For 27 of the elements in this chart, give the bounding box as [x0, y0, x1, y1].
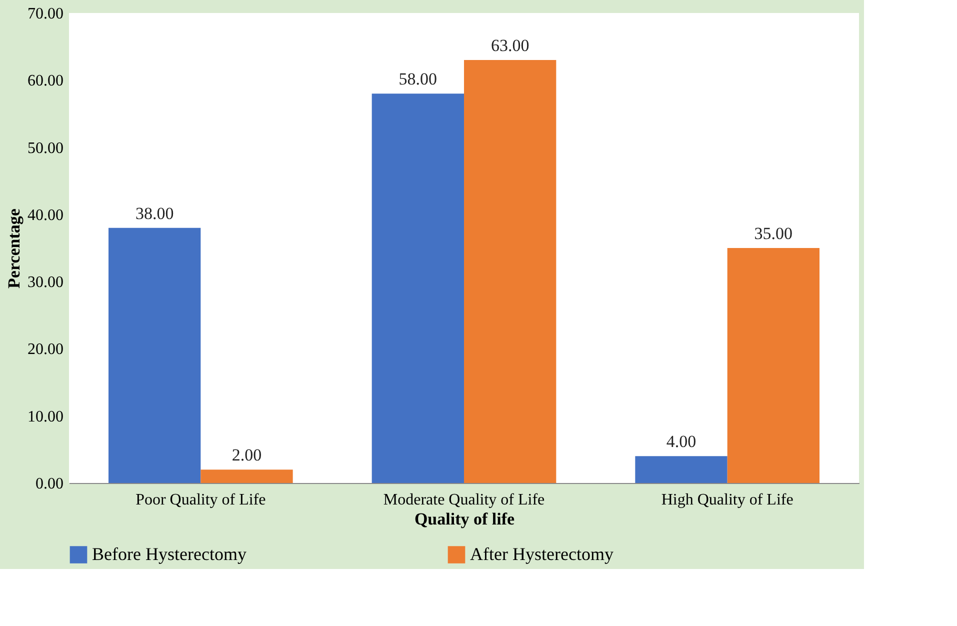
x-tick-label: Moderate Quality of Life — [383, 492, 545, 508]
bar — [464, 60, 556, 483]
y-tick-label: 30.00 — [28, 274, 64, 292]
legend-label: Before Hysterectomy — [92, 544, 246, 564]
y-tick-label: 70.00 — [28, 6, 64, 22]
y-tick-label: 60.00 — [28, 72, 64, 90]
x-tick-label: Poor Quality of Life — [136, 492, 266, 508]
data-label: 58.00 — [398, 70, 438, 89]
y-tick-label: 40.00 — [28, 206, 64, 224]
y-axis-title: Percentage — [4, 208, 24, 288]
data-label: 2.00 — [232, 446, 262, 465]
data-label: 35.00 — [754, 224, 793, 243]
bar — [108, 228, 201, 483]
y-tick-label: 10.00 — [28, 408, 64, 426]
y-tick-label: 50.00 — [28, 140, 64, 157]
x-tick-label: High Quality of Life — [661, 492, 794, 508]
bar — [635, 456, 728, 483]
x-axis-title: Quality of life — [414, 510, 515, 528]
data-label: 63.00 — [490, 36, 530, 55]
y-tick-label: 0.00 — [36, 476, 64, 492]
legend-label: After Hysterectomy — [470, 544, 614, 564]
bar — [727, 248, 820, 483]
bar — [200, 470, 293, 483]
y-tick-label: 20.00 — [28, 341, 64, 358]
data-label: 4.00 — [666, 432, 696, 452]
bar — [372, 94, 464, 483]
data-label: 38.00 — [135, 204, 174, 223]
